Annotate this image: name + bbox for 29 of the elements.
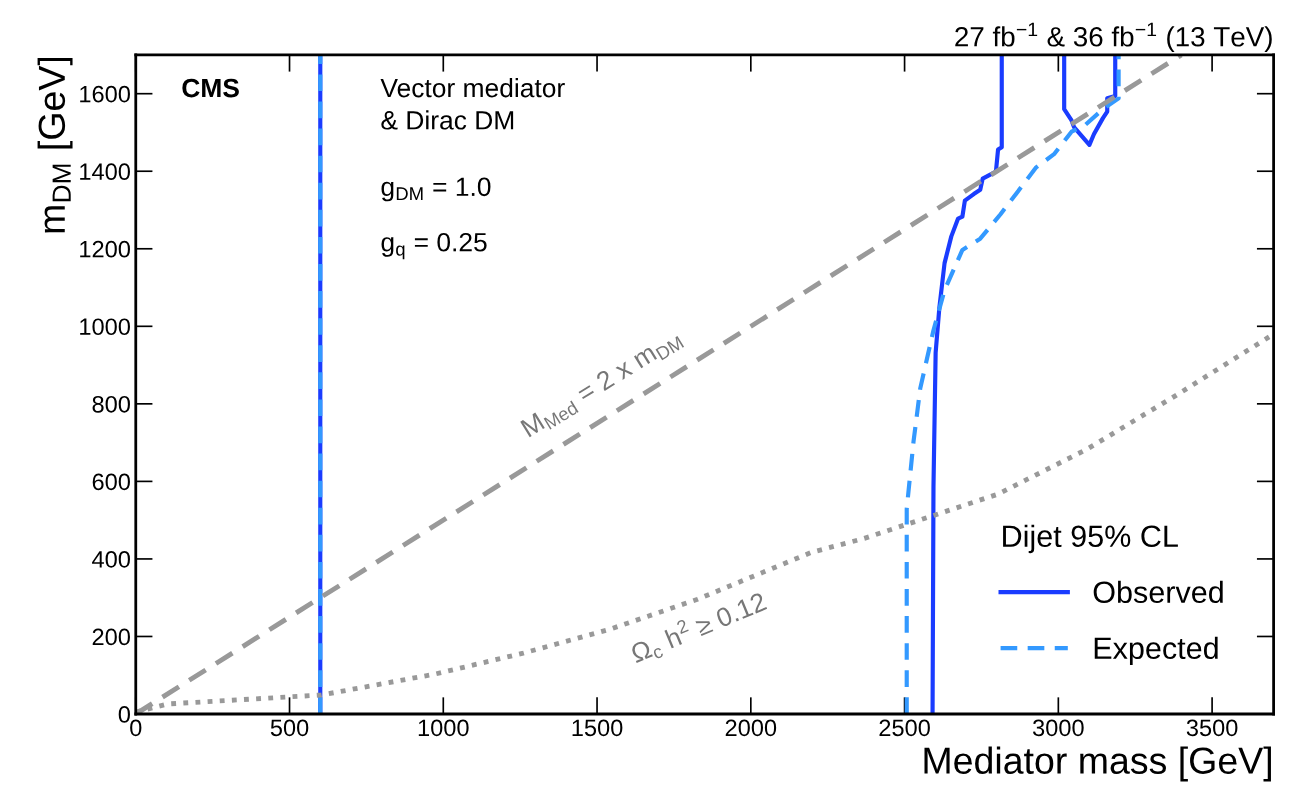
x-tick-label: 1000 [418,719,469,737]
y-tick-label: 800 [92,395,130,413]
x-tick-label: 2000 [725,719,777,737]
y-tick-label: 0 [118,706,130,723]
y-tick-label: 1400 [80,163,130,181]
x-tick-label: 500 [270,719,309,737]
y-tick-label: 600 [92,473,130,491]
x-axis-title: Mediator mass [GeV] [924,746,1271,782]
x-tick-label: 0 [130,719,142,737]
y-tick-label: 1200 [80,240,130,258]
x-tick-label: 3500 [1186,719,1238,737]
y-axis-title: m$_{DM}$ [GeV] [37,57,73,233]
legend-label: Observed [1093,580,1223,604]
x-tick-label: 3000 [1032,719,1084,737]
legend-label: Expected [1094,636,1218,666]
y-tick-label: 200 [92,628,130,646]
x-tick-label: 1500 [572,719,623,737]
x-tick-label: 2500 [879,719,930,737]
annotation: g$_{DM}$ = 1.0 [381,177,491,202]
annotation: M$_{Med}$ = 2 x m$_{DM}$ [520,327,685,441]
chart-title: 27 fb$^{−1}$ & 36 fb$^{−1}$ (13 TeV) [955,22,1272,53]
annotation: Ω$_{c}$ h$^{2}$ ≥ 0.12 [628,587,769,667]
annotation: Vector mediator & Dirac DM [380,77,565,130]
annotation: CMS [182,78,239,98]
y-tick-label: 1600 [80,85,130,103]
legend-title: Dijet 95% CL [1003,524,1178,554]
y-tick-label: 400 [92,551,130,568]
annotation: g$_{q}$ = 0.25 [381,232,487,260]
y-tick-label: 1000 [80,318,130,336]
